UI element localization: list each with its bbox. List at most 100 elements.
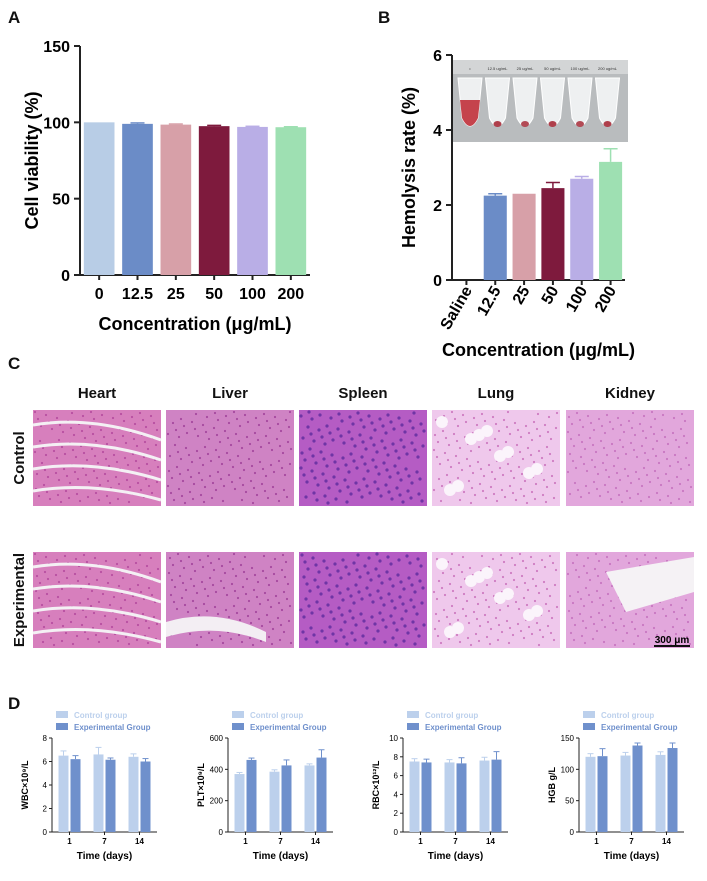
nucleus [508,484,512,488]
nucleus [383,640,387,644]
nucleus [590,600,594,604]
nucleus [273,415,277,419]
d2-bar [281,765,292,832]
fiber-gap [32,464,162,482]
nucleus [115,460,119,464]
nucleus [542,580,546,584]
nucleus [523,581,527,585]
nucleus [535,621,539,625]
nucleus [416,557,420,561]
nucleus [398,493,402,497]
nucleus [568,594,572,598]
nucleus [365,586,369,590]
nucleus [283,575,287,579]
nucleus [178,574,182,578]
nucleus [35,472,39,476]
nucleus [251,501,255,505]
nucleus [223,571,227,575]
d3-y-tick-label: 4 [394,790,399,799]
nucleus [604,468,608,472]
nucleus [470,486,474,490]
nucleus [182,566,186,570]
d1-y-tick-label: 0 [43,828,48,837]
nucleus [458,446,462,450]
d4-y-tick-label: 150 [561,734,575,743]
nucleus [38,439,42,443]
d1-bar [70,759,81,832]
nucleus [391,636,395,640]
nucleus [589,615,593,619]
b-x-tick-label: 50 [539,283,563,307]
nucleus [639,499,643,503]
a-x-label: Concentration (μg/mL) [99,314,292,334]
nucleus [238,476,242,480]
d4-bar [620,755,631,832]
panel-a: A 0 50 100 150 0 12.5 25 50 100 200 Concentration … [0,0,360,345]
d2-bar [234,774,245,832]
nucleus [351,616,355,620]
d1-y-label: WBC×10⁹/L [20,760,30,810]
nucleus [231,465,235,469]
nucleus [335,482,339,486]
nucleus [270,642,274,646]
nucleus [279,429,283,433]
nucleus [105,636,109,640]
nucleus [339,434,343,438]
nucleus [338,591,342,595]
nucleus [490,470,494,474]
nucleus [221,499,225,503]
nucleus [493,579,497,583]
nucleus [493,437,497,441]
nucleus [214,448,218,452]
nucleus [675,617,679,621]
fiber-gap [32,486,162,502]
nucleus [677,639,681,643]
d3-bar [421,762,432,832]
nucleus [630,620,634,624]
nucleus [548,452,552,456]
nucleus [487,605,491,609]
nucleus [421,586,425,590]
nucleus [371,600,375,604]
nucleus [495,499,499,503]
nucleus [405,554,409,558]
nucleus [42,625,46,629]
nucleus [282,590,286,594]
b-x-tick-label: 200 [592,283,620,315]
nucleus [382,603,386,607]
nucleus [138,411,142,415]
nucleus [489,485,493,489]
nucleus [632,642,636,646]
nucleus [404,467,408,471]
nucleus [48,599,52,603]
nucleus [406,631,410,635]
nucleus [519,435,523,439]
nucleus [73,470,77,474]
nucleus [551,561,555,565]
nucleus [513,421,517,425]
nucleus [575,411,579,415]
nucleus [595,487,599,491]
a-bar-0 [83,122,115,275]
nucleus [352,459,356,463]
nucleus [511,491,515,495]
nucleus [136,623,140,627]
nucleus [507,641,511,645]
nucleus [213,605,217,609]
nucleus [678,482,682,486]
nucleus [609,497,613,501]
nucleus [398,595,402,599]
micrograph-experimental-liver [166,552,294,648]
nucleus [257,617,261,621]
nucleus [675,475,679,479]
nucleus [407,576,411,580]
nucleus [217,455,221,459]
alveolus [481,567,493,579]
nucleus [410,441,414,445]
nucleus [555,605,559,609]
nucleus [320,435,324,439]
nucleus [304,637,308,641]
nucleus [326,603,330,607]
vessel [166,616,266,642]
b-x-tick-label: 100 [563,283,591,315]
